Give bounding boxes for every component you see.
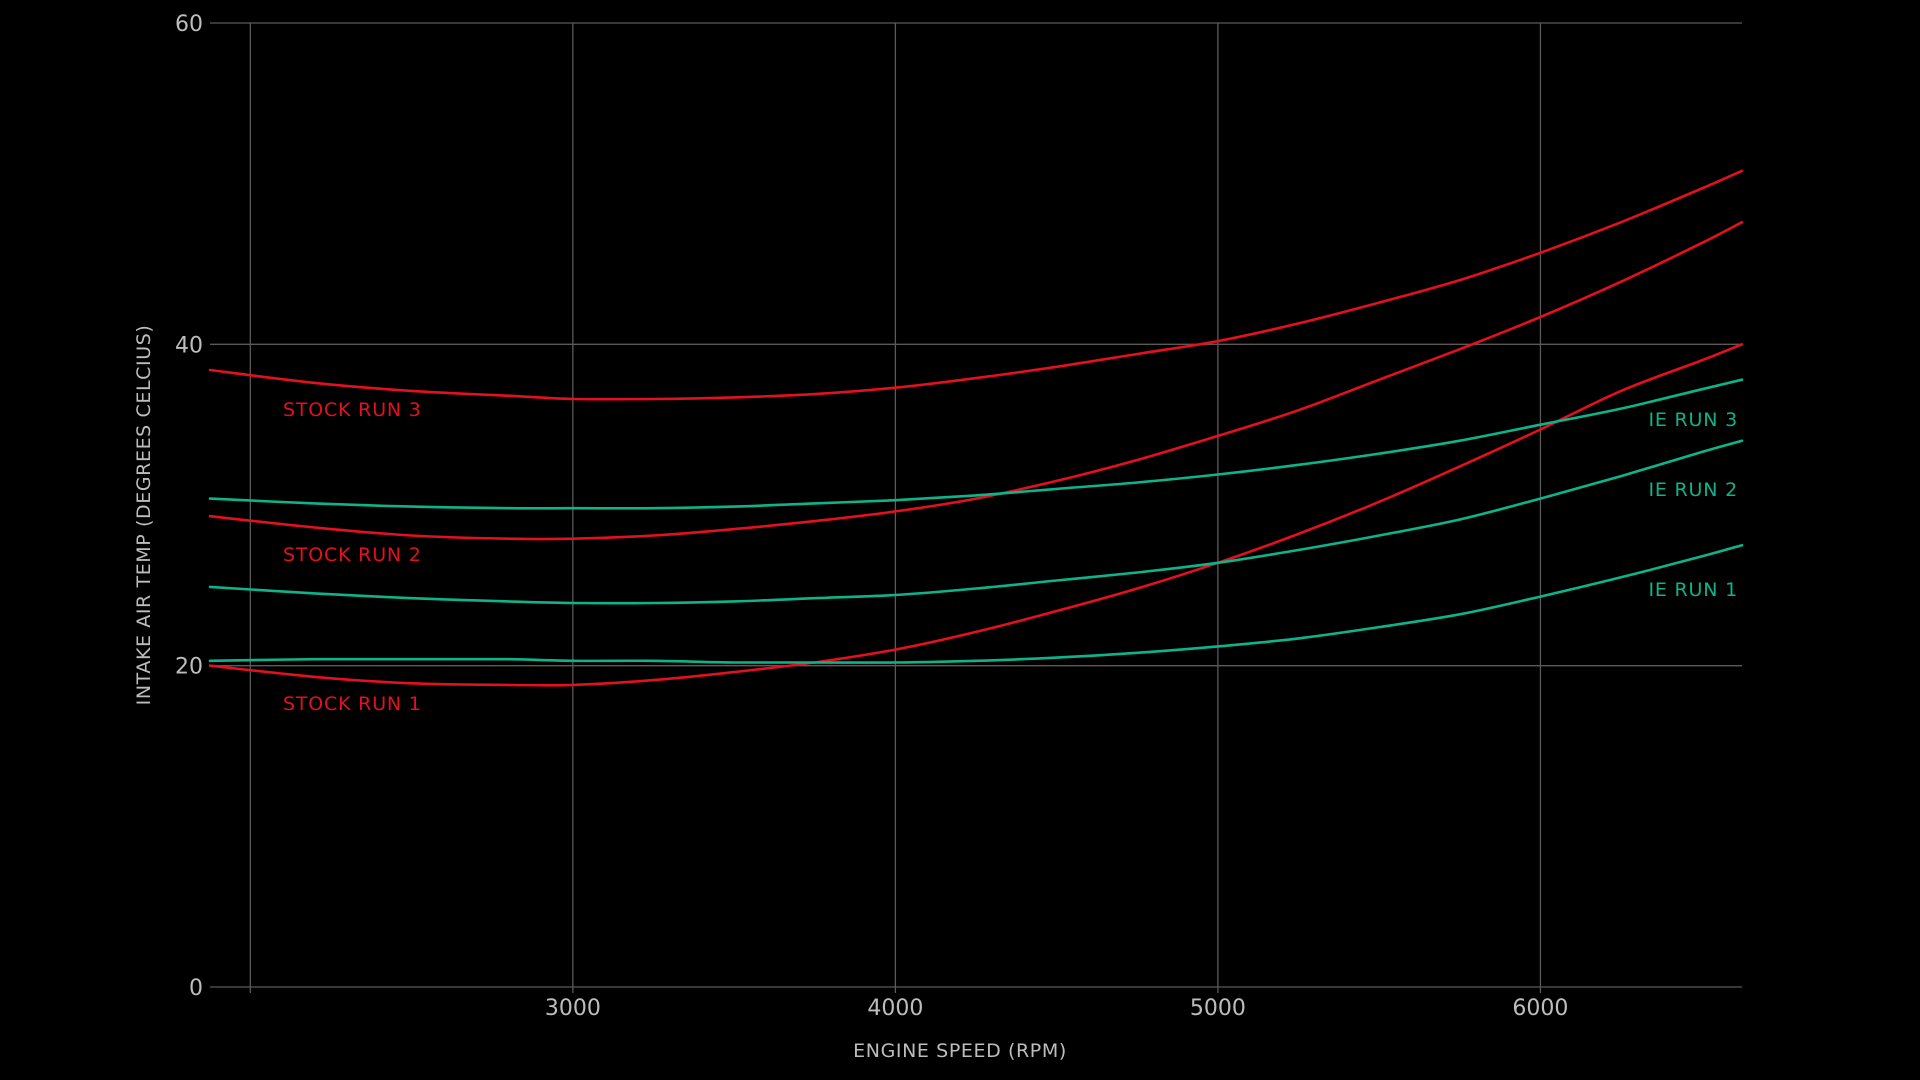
series-label-stock-run-3: STOCK RUN 3	[283, 399, 422, 421]
axis-ticks: 0 20 40 60 3000 4000 5000 6000	[175, 12, 1568, 1021]
series-line-stock-run-2	[208, 220, 1744, 541]
series-lines	[208, 169, 1744, 687]
y-tick-label: 0	[189, 976, 203, 1001]
series-label-ie-run-1: IE RUN 1	[1649, 579, 1739, 601]
y-tick-label: 60	[175, 12, 203, 37]
series-line-stock-run-1	[208, 343, 1744, 687]
series-label-stock-run-2: STOCK RUN 2	[283, 544, 422, 566]
series-line-ie-run-3	[208, 378, 1744, 510]
x-tick-label: 5000	[1190, 996, 1246, 1021]
y-axis-title: INTAKE AIR TEMP (DEGREES CELCIUS)	[133, 325, 155, 706]
series-labels: STOCK RUN 1 STOCK RUN 2 STOCK RUN 3 IE RUN …	[283, 399, 1739, 715]
x-tick-label: 6000	[1512, 996, 1568, 1021]
series-label-stock-run-1: STOCK RUN 1	[283, 693, 422, 715]
series-label-ie-run-3: IE RUN 3	[1649, 409, 1739, 431]
series-label-ie-run-2: IE RUN 2	[1649, 479, 1739, 501]
x-axis-title: ENGINE SPEED (RPM)	[853, 1040, 1067, 1062]
series-line-ie-run-1	[208, 543, 1744, 664]
y-tick-label: 20	[175, 655, 203, 680]
series-line-stock-run-3	[208, 169, 1744, 401]
y-tick-label: 40	[175, 333, 203, 358]
series-line-ie-run-2	[208, 439, 1744, 605]
x-tick-label: 4000	[867, 996, 923, 1021]
x-tick-label: 3000	[545, 996, 601, 1021]
